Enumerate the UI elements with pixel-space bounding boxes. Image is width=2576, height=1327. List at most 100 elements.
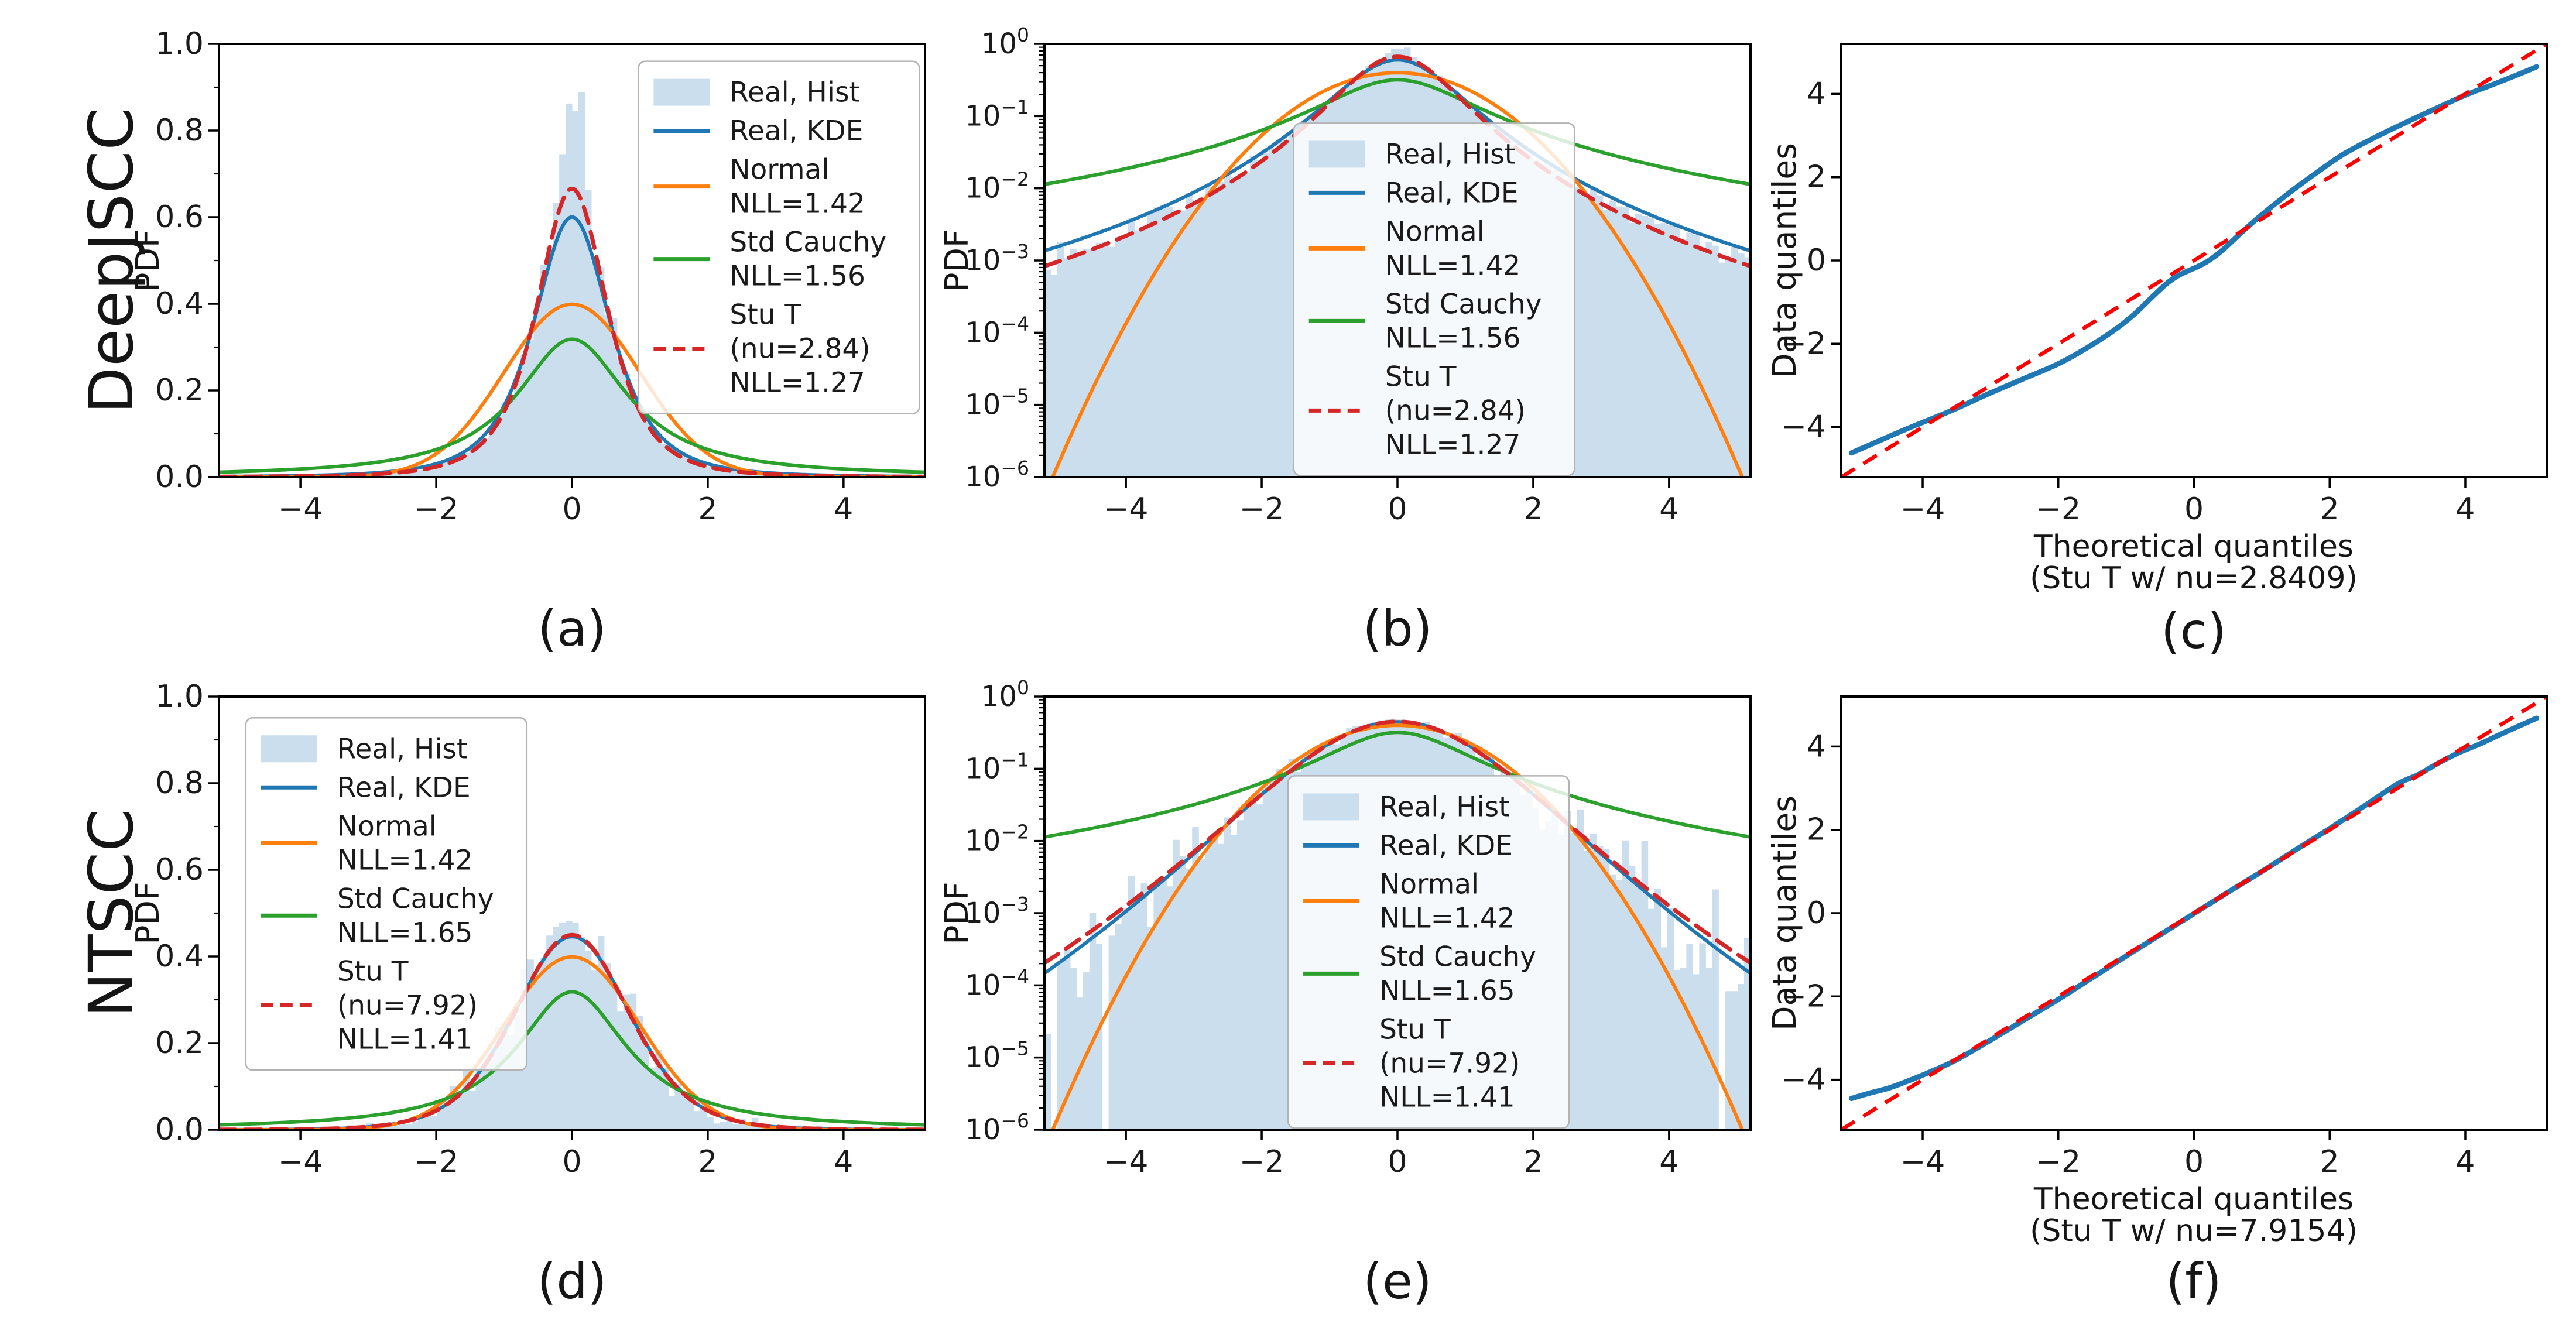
ticks bbox=[1831, 92, 2467, 488]
svg-text:1.0: 1.0 bbox=[155, 679, 204, 714]
svg-text:100: 100 bbox=[981, 676, 1029, 713]
svg-text:4: 4 bbox=[834, 492, 853, 527]
svg-text:−2: −2 bbox=[1781, 326, 1826, 361]
y-axis-label-c: Data quantiles bbox=[1766, 143, 1803, 378]
svg-text:NLL=1.42: NLL=1.42 bbox=[337, 844, 473, 876]
series-std-cauchy bbox=[219, 990, 925, 1127]
svg-text:2: 2 bbox=[1523, 1144, 1543, 1179]
svg-text:0: 0 bbox=[2184, 1144, 2204, 1179]
svg-text:0.4: 0.4 bbox=[155, 939, 204, 974]
svg-text:Real, KDE: Real, KDE bbox=[729, 115, 863, 148]
ticks bbox=[1831, 745, 2467, 1140]
svg-text:NLL=1.56: NLL=1.56 bbox=[1385, 322, 1521, 354]
svg-text:2: 2 bbox=[2320, 492, 2339, 527]
svg-text:4: 4 bbox=[2455, 1144, 2475, 1179]
svg-text:Real, Hist: Real, Hist bbox=[1379, 791, 1510, 823]
svg-text:NLL=1.27: NLL=1.27 bbox=[1385, 428, 1521, 461]
svg-text:0: 0 bbox=[562, 492, 581, 527]
svg-text:0.0: 0.0 bbox=[155, 460, 204, 495]
svg-text:10−2: 10−2 bbox=[965, 168, 1029, 205]
svg-text:−2: −2 bbox=[2036, 492, 2081, 527]
caption-f: (f) bbox=[2166, 1253, 2222, 1310]
svg-text:Real, Hist: Real, Hist bbox=[337, 733, 468, 765]
x-axis-label-c-line2: (Stu T w/ nu=2.8409) bbox=[2030, 561, 2358, 596]
svg-text:NLL=1.41: NLL=1.41 bbox=[337, 1023, 473, 1055]
svg-text:4: 4 bbox=[2455, 492, 2475, 527]
panel-e: −4 −2 0 2 4 100 10−1 10−2 10−3 10−4 10−5 10−6 Real, … bbox=[965, 676, 1752, 1179]
svg-text:Stu T: Stu T bbox=[1379, 1013, 1451, 1045]
svg-text:−4: −4 bbox=[1900, 1144, 1945, 1179]
svg-text:Normal: Normal bbox=[1385, 215, 1485, 248]
svg-text:10−4: 10−4 bbox=[965, 312, 1029, 349]
svg-text:Normal: Normal bbox=[337, 810, 437, 842]
svg-text:Normal: Normal bbox=[1379, 868, 1479, 900]
series-real-kde bbox=[1044, 720, 1751, 975]
svg-text:10−5: 10−5 bbox=[965, 1037, 1029, 1074]
series-real-hist bbox=[219, 92, 925, 477]
series-reference-line bbox=[1841, 697, 2547, 1130]
svg-text:10−6: 10−6 bbox=[965, 457, 1029, 493]
svg-text:(nu=2.84): (nu=2.84) bbox=[729, 333, 870, 365]
ticks bbox=[1034, 43, 1670, 488]
series-stu-t bbox=[219, 932, 925, 1130]
svg-text:−2: −2 bbox=[1239, 492, 1284, 527]
svg-text:4: 4 bbox=[1807, 729, 1826, 764]
svg-text:Stu T: Stu T bbox=[729, 299, 801, 331]
svg-text:10−6: 10−6 bbox=[965, 1109, 1029, 1146]
y-axis-label-d: PDF bbox=[129, 882, 166, 945]
svg-text:NLL=1.65: NLL=1.65 bbox=[1379, 975, 1515, 1007]
svg-text:Stu T: Stu T bbox=[1385, 361, 1457, 393]
svg-text:Real, KDE: Real, KDE bbox=[337, 771, 471, 804]
svg-text:Std Cauchy: Std Cauchy bbox=[337, 883, 494, 915]
svg-text:Stu T: Stu T bbox=[337, 955, 409, 987]
svg-text:−4: −4 bbox=[1900, 492, 1945, 527]
x-axis-label-f-line2: (Stu T w/ nu=7.9154) bbox=[2030, 1213, 2358, 1249]
ticks bbox=[1034, 695, 1670, 1140]
y-axis-label-f: Data quantiles bbox=[1766, 795, 1803, 1031]
svg-text:0.6: 0.6 bbox=[155, 852, 204, 887]
series-reference-line bbox=[1841, 44, 2547, 477]
svg-text:Real, KDE: Real, KDE bbox=[1385, 177, 1519, 209]
series-real-hist bbox=[219, 921, 925, 1130]
svg-text:Std Cauchy: Std Cauchy bbox=[1385, 288, 1542, 320]
series-std-cauchy bbox=[219, 337, 925, 474]
svg-text:10−3: 10−3 bbox=[965, 240, 1029, 277]
svg-text:NLL=1.42: NLL=1.42 bbox=[729, 188, 865, 220]
svg-text:−2: −2 bbox=[1781, 979, 1826, 1014]
svg-text:Real, KDE: Real, KDE bbox=[1379, 829, 1513, 862]
x-axis-label-c-line1: Theoretical quantiles bbox=[2033, 529, 2354, 564]
series-data-quantiles bbox=[1848, 64, 2540, 456]
svg-text:−4: −4 bbox=[278, 492, 323, 527]
svg-text:(nu=7.92): (nu=7.92) bbox=[337, 989, 478, 1021]
svg-text:2: 2 bbox=[2320, 1144, 2339, 1179]
svg-text:−4: −4 bbox=[1781, 1062, 1826, 1098]
svg-text:0.8: 0.8 bbox=[155, 113, 204, 148]
svg-text:10−1: 10−1 bbox=[965, 95, 1029, 132]
svg-text:NLL=1.27: NLL=1.27 bbox=[729, 367, 865, 399]
svg-text:2: 2 bbox=[698, 492, 717, 527]
svg-text:0.8: 0.8 bbox=[155, 766, 204, 801]
svg-text:10−2: 10−2 bbox=[965, 821, 1029, 858]
svg-text:0: 0 bbox=[1388, 492, 1407, 527]
svg-text:0.2: 0.2 bbox=[155, 1026, 204, 1061]
caption-c: (c) bbox=[2161, 602, 2226, 660]
x-axis-label-f-line1: Theoretical quantiles bbox=[2033, 1182, 2354, 1217]
svg-text:0: 0 bbox=[562, 1144, 581, 1179]
ticks bbox=[208, 43, 845, 488]
svg-text:0.2: 0.2 bbox=[155, 373, 204, 408]
series-stu-t bbox=[1044, 719, 1751, 965]
svg-text:10−1: 10−1 bbox=[965, 748, 1029, 785]
svg-text:4: 4 bbox=[1659, 1144, 1678, 1179]
svg-text:Normal: Normal bbox=[729, 154, 829, 186]
svg-text:Std Cauchy: Std Cauchy bbox=[1379, 941, 1536, 973]
svg-text:2: 2 bbox=[1523, 492, 1543, 527]
svg-text:2: 2 bbox=[1807, 160, 1826, 195]
series-stu-t bbox=[219, 186, 925, 477]
svg-text:10−3: 10−3 bbox=[965, 893, 1029, 930]
svg-text:−2: −2 bbox=[2036, 1144, 2081, 1179]
svg-text:0.6: 0.6 bbox=[155, 200, 204, 235]
svg-text:0: 0 bbox=[1807, 896, 1826, 931]
series-normal bbox=[1050, 723, 1745, 1130]
